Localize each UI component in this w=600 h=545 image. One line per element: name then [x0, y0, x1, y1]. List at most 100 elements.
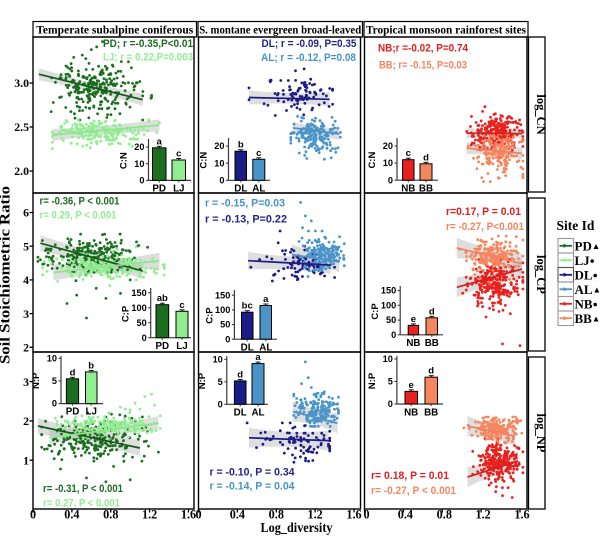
svg-text:ab: ab	[157, 293, 168, 304]
svg-text:10: 10	[383, 354, 393, 364]
svg-text:NB: NB	[406, 338, 420, 349]
svg-text:2: 2	[23, 414, 29, 428]
svg-text:e: e	[409, 380, 414, 391]
svg-text:Tropical monsoon rainforest si: Tropical monsoon rainforest sites	[366, 22, 526, 36]
svg-text:20: 20	[134, 142, 144, 152]
svg-text:0.8: 0.8	[437, 508, 452, 522]
svg-text:r = -0.14, P = 0.04: r = -0.14, P = 0.04	[210, 481, 296, 493]
svg-text:LJ: LJ	[176, 341, 187, 352]
svg-text:b: b	[88, 360, 94, 371]
svg-text:0.4: 0.4	[398, 508, 413, 522]
svg-text:100: 100	[215, 305, 230, 315]
svg-text:0: 0	[363, 508, 369, 522]
svg-text:0: 0	[52, 399, 57, 409]
svg-text:PD: PD	[155, 341, 169, 352]
svg-text:Soil Stoichiometric Ratio: Soil Stoichiometric Ratio	[0, 186, 14, 364]
svg-text:Temperate subalpine coniferous: Temperate subalpine coniferous	[36, 22, 193, 36]
svg-text:AL: AL	[259, 342, 272, 353]
svg-text:50: 50	[136, 318, 146, 328]
svg-text:LJ: LJ	[173, 184, 184, 195]
svg-text:AL: AL	[251, 408, 264, 419]
svg-text:bc: bc	[242, 301, 253, 312]
svg-text:log_NP: log_NP	[534, 414, 548, 453]
svg-text:150: 150	[215, 290, 230, 300]
svg-text:5: 5	[218, 377, 223, 387]
svg-text:DL: DL	[234, 408, 247, 419]
svg-text:2.5: 2.5	[14, 120, 29, 134]
svg-text:PD: PD	[66, 407, 80, 418]
svg-text:d: d	[429, 306, 435, 317]
svg-text:0: 0	[139, 176, 144, 186]
svg-text:2.0: 2.0	[14, 164, 29, 178]
svg-text:BB: BB	[425, 338, 439, 349]
svg-text:1.2: 1.2	[475, 508, 490, 522]
svg-text:PD; r =-0.35,P<0.01: PD; r =-0.35,P<0.01	[103, 38, 193, 50]
svg-text:100: 100	[131, 303, 146, 313]
svg-text:a: a	[255, 352, 261, 363]
svg-text:1.6: 1.6	[346, 508, 361, 522]
svg-text:4: 4	[23, 273, 29, 287]
svg-text:a: a	[157, 136, 163, 147]
svg-text:20: 20	[383, 141, 393, 151]
svg-text:N:P: N:P	[31, 372, 42, 389]
svg-text:r= -0.27, P < 0.001: r= -0.27, P < 0.001	[371, 485, 456, 497]
svg-text:50: 50	[220, 320, 230, 330]
svg-text:10: 10	[383, 158, 393, 168]
svg-text:c: c	[256, 148, 261, 159]
svg-text:10: 10	[214, 158, 224, 168]
svg-text:r = -0.13, P=0.22: r = -0.13, P=0.22	[205, 214, 287, 226]
svg-text:0: 0	[195, 508, 201, 522]
svg-text:0.4: 0.4	[64, 508, 79, 522]
svg-text:d: d	[70, 367, 76, 378]
svg-text:r = -0.10, P = 0.34: r = -0.10, P = 0.34	[210, 467, 296, 479]
svg-text:10: 10	[213, 354, 223, 364]
svg-text:5: 5	[388, 377, 393, 387]
svg-text:log_CN: log_CN	[534, 94, 548, 134]
svg-text:c: c	[406, 148, 411, 159]
svg-text:1.6: 1.6	[514, 508, 529, 522]
svg-text:150: 150	[131, 288, 146, 298]
svg-text:r=0.17, P = 0.01: r=0.17, P = 0.01	[446, 206, 521, 218]
svg-text:100: 100	[381, 300, 396, 310]
svg-text:1: 1	[23, 453, 29, 467]
svg-text:NB: NB	[404, 408, 418, 419]
svg-text:DL: DL	[241, 342, 254, 353]
svg-text:C:P: C:P	[370, 303, 381, 320]
svg-text:0: 0	[218, 399, 223, 409]
svg-text:BB; r= -0.15, P=0.03: BB; r= -0.15, P=0.03	[379, 60, 467, 72]
svg-text:C:N: C:N	[119, 152, 130, 169]
svg-text:Site Id: Site Id	[557, 218, 595, 233]
svg-text:3: 3	[23, 307, 29, 321]
svg-text:r= 0.29, P < 0.001: r= 0.29, P < 0.001	[40, 210, 117, 222]
svg-text:0: 0	[142, 333, 147, 343]
svg-text:0: 0	[388, 175, 393, 185]
svg-text:r= -0.31, P < 0.001: r= -0.31, P < 0.001	[43, 483, 123, 495]
svg-text:r= -0.27, P<0.001: r= -0.27, P<0.001	[446, 221, 524, 233]
svg-text:BB: BB	[424, 408, 438, 419]
svg-text:1.6: 1.6	[181, 508, 196, 522]
svg-text:0.8: 0.8	[103, 508, 118, 522]
svg-text:LJ; r = 0.22,P=0.003: LJ; r = 0.22,P=0.003	[103, 52, 193, 64]
svg-text:S. montane evergreen broad-lea: S. montane evergreen broad-leaved	[199, 22, 361, 36]
svg-text:AL; r = -0.12, P=0.08: AL; r = -0.12, P=0.08	[261, 52, 356, 64]
svg-text:50: 50	[386, 315, 396, 325]
svg-text:5: 5	[52, 376, 57, 386]
svg-text:r= 0.18, P = 0.01: r= 0.18, P = 0.01	[371, 470, 449, 482]
svg-text:r= 0.27, P < 0.001: r= 0.27, P < 0.001	[43, 498, 120, 510]
svg-text:C:P: C:P	[121, 305, 132, 322]
svg-text:C:P: C:P	[204, 307, 215, 324]
svg-text:0.4: 0.4	[230, 508, 245, 522]
svg-text:20: 20	[214, 141, 224, 151]
svg-text:d: d	[428, 366, 434, 377]
svg-text:DL: DL	[234, 184, 247, 195]
svg-text:0: 0	[391, 330, 396, 340]
svg-text:2: 2	[23, 341, 29, 355]
svg-text:1.2: 1.2	[142, 508, 157, 522]
svg-text:0: 0	[388, 399, 393, 409]
svg-text:r = -0.15, P=0.03: r = -0.15, P=0.03	[205, 198, 285, 210]
svg-text:b: b	[238, 140, 244, 151]
svg-text:5: 5	[23, 239, 29, 253]
svg-text:AL: AL	[252, 184, 265, 195]
svg-text:log_CP: log_CP	[534, 255, 548, 294]
svg-text:Log_diversity: Log_diversity	[261, 520, 333, 535]
